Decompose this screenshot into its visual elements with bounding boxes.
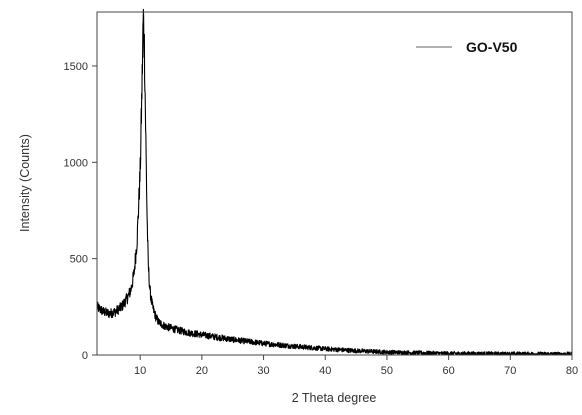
x-tick-label: 20 [196, 365, 208, 377]
x-tick-label: 60 [442, 365, 454, 377]
series-line-go-v50 [96, 8, 573, 356]
axes [96, 11, 573, 356]
y-tick-label: 1000 [64, 157, 88, 169]
plot-area [96, 8, 573, 356]
legend-label-go-v50: GO-V50 [466, 39, 518, 55]
x-axis-title: 2 Theta degree [292, 391, 377, 405]
x-tick-label: 30 [257, 365, 269, 377]
y-axis-ticks: 0 500 1000 1500 [64, 61, 97, 362]
x-tick-label: 40 [319, 365, 331, 377]
x-tick-label: 70 [504, 365, 516, 377]
x-tick-label: 10 [134, 365, 146, 377]
legend: GO-V50 [416, 39, 518, 55]
x-axis-ticks: 10 20 30 40 50 60 70 80 [134, 355, 578, 377]
x-tick-label: 80 [566, 365, 578, 377]
plot-frame [96, 11, 573, 356]
y-tick-label: 0 [82, 350, 88, 362]
x-tick-label: 50 [381, 365, 393, 377]
y-tick-label: 500 [70, 254, 88, 266]
y-axis-title: Intensity (Counts) [18, 134, 32, 232]
y-tick-label: 1500 [64, 61, 88, 73]
